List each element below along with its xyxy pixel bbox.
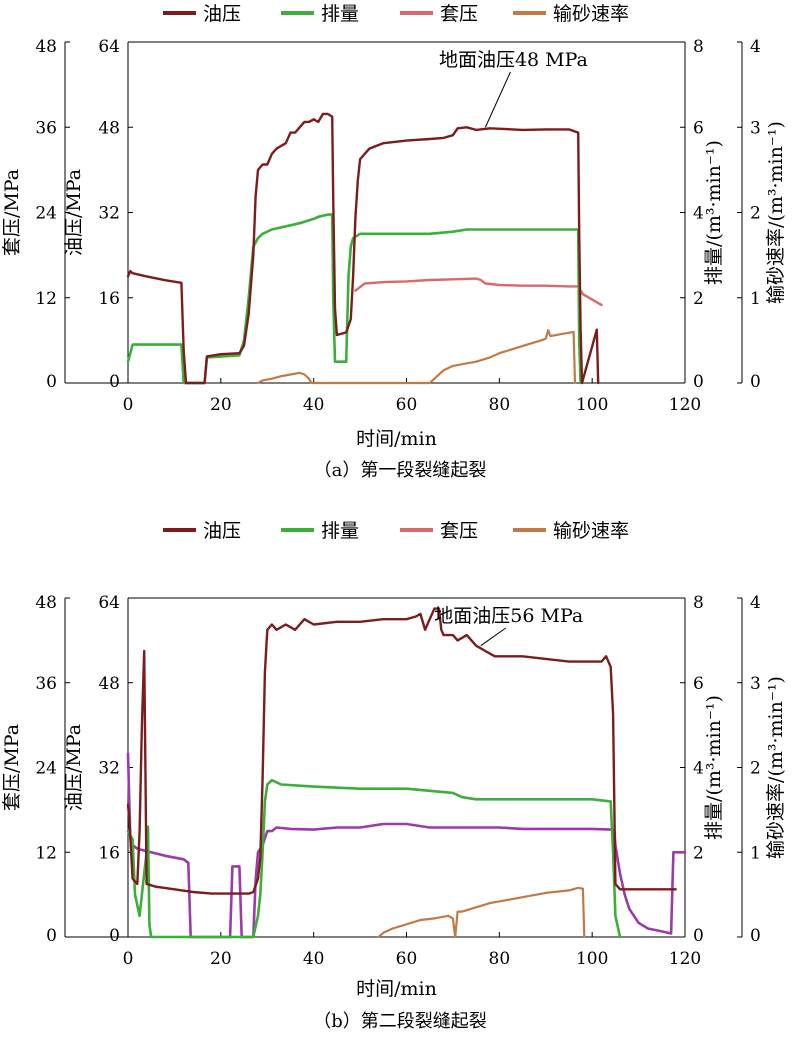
rate-tick-label-4: 8 [693,593,704,613]
series-line-3 [377,886,586,939]
rate-tick-label-3: 6 [693,674,704,694]
tubing-axis-title: 油压/MPa [63,724,85,811]
tubing-tick-label-2: 32 [98,204,120,224]
legend-label-3: 输砂速率 [553,520,629,542]
legend-label-2: 套压 [440,3,478,25]
x-tick-label-1: 20 [210,395,232,415]
chart-panel-1: 油压 排量 套压 输砂速率012243648套压/MPa016324864油压/MPa… [1,520,787,1032]
rate-axis-title: 排量/(m³·min⁻¹) [703,695,725,840]
sand-tick-label-2: 2 [750,204,761,224]
sand-tick-label-0: 0 [750,372,761,392]
legend-label-0: 油压 [203,520,241,542]
casing-axis-title: 套压/MPa [1,724,23,811]
series-line-1 [126,778,622,939]
tubing-tick-label-3: 48 [98,118,120,138]
legend-label-2: 套压 [440,520,478,542]
casing-tick-label-4: 48 [35,37,57,57]
figure-caption: （b）第二段裂缝起裂 [313,1011,487,1032]
sand-axis-title: 输砂速率/(m³·min⁻¹) [765,676,787,859]
rate-tick-label-2: 4 [693,759,704,779]
casing-tick-label-3: 36 [35,118,57,138]
legend-label-3: 输砂速率 [553,3,629,25]
legend-label-1: 排量 [321,3,359,25]
annotation-label: 地面油压48 MPa [439,49,588,71]
casing-axis-title: 套压/MPa [1,169,23,256]
x-tick-label-4: 80 [489,395,511,415]
sand-tick-label-3: 3 [750,118,761,138]
series-line-0 [126,607,677,895]
casing-tick-label-2: 24 [35,204,57,224]
casing-tick-label-0: 0 [46,372,57,392]
casing-tick-label-1: 12 [35,289,57,309]
x-tick-label-4: 80 [489,949,511,969]
series-line-2 [126,752,687,939]
series-line-2 [354,277,603,307]
legend-label-0: 油压 [203,3,241,25]
casing-tick-label-2: 24 [35,759,57,779]
sand-tick-label-4: 4 [750,37,761,57]
x-tick-label-3: 60 [396,395,418,415]
annotation-label: 地面油压56 MPa [434,605,583,627]
tubing-tick-label-2: 32 [98,759,120,779]
x-tick-label-5: 100 [576,949,608,969]
tubing-tick-label-1: 16 [98,289,120,309]
x-tick-label-6: 120 [669,949,701,969]
rate-tick-label-4: 8 [693,37,704,57]
tubing-tick-label-4: 64 [98,37,120,57]
x-axis-title: 时间/min [356,428,437,450]
tubing-tick-label-4: 64 [98,593,120,613]
sand-tick-label-4: 4 [750,593,761,613]
casing-tick-label-4: 48 [35,593,57,613]
x-tick-label-1: 20 [210,949,232,969]
annotation-leader [484,71,511,128]
series-line-0 [126,112,600,385]
x-tick-label-6: 120 [669,395,701,415]
tubing-tick-label-1: 16 [98,843,120,863]
rate-tick-label-1: 2 [693,289,704,309]
sand-tick-label-1: 1 [750,289,761,309]
sand-tick-label-0: 0 [750,926,761,946]
tubing-tick-label-0: 0 [109,372,120,392]
x-tick-label-2: 40 [303,395,325,415]
sand-tick-label-2: 2 [750,759,761,779]
chart-panel-0: 油压 排量 套压 输砂速率012243648套压/MPa016324864油压/MPa… [1,3,787,481]
rate-tick-label-2: 4 [693,204,704,224]
series-line-3 [256,329,577,385]
rate-tick-label-1: 2 [693,843,704,863]
x-axis-title: 时间/min [356,978,437,1000]
casing-tick-label-0: 0 [46,926,57,946]
x-tick-label-2: 40 [303,949,325,969]
x-tick-label-5: 100 [576,395,608,415]
sand-tick-label-3: 3 [750,674,761,694]
tubing-tick-label-3: 48 [98,674,120,694]
casing-tick-label-3: 36 [35,674,57,694]
sand-axis-title: 输砂速率/(m³·min⁻¹) [765,121,787,304]
rate-axis-title: 排量/(m³·min⁻¹) [703,140,725,285]
figure-caption: （a）第一段裂缝起裂 [314,460,487,481]
rate-tick-label-0: 0 [693,372,704,392]
x-tick-label-3: 60 [396,949,418,969]
tubing-tick-label-0: 0 [109,926,120,946]
casing-tick-label-1: 12 [35,843,57,863]
rate-tick-label-0: 0 [693,926,704,946]
annotation-leader [480,627,507,647]
rate-tick-label-3: 6 [693,118,704,138]
tubing-axis-title: 油压/MPa [63,169,85,256]
x-tick-label-0: 0 [123,949,134,969]
sand-tick-label-1: 1 [750,843,761,863]
x-tick-label-0: 0 [123,395,134,415]
legend-label-1: 排量 [321,520,359,542]
